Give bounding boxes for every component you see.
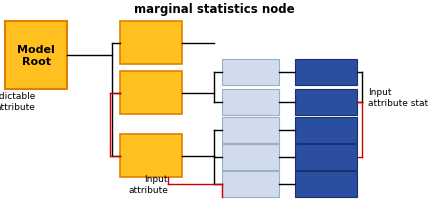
Bar xyxy=(295,144,357,170)
Bar xyxy=(295,90,357,115)
Bar xyxy=(222,60,279,86)
Bar xyxy=(295,60,357,86)
Bar xyxy=(120,22,182,65)
Bar xyxy=(295,117,357,143)
Bar xyxy=(222,144,279,170)
Bar xyxy=(120,134,182,177)
Text: Model
Root: Model Root xyxy=(17,45,55,66)
Bar xyxy=(5,22,67,90)
Bar xyxy=(120,72,182,114)
Text: predictable
attribute: predictable attribute xyxy=(0,92,35,111)
Text: Input
attribute: Input attribute xyxy=(128,174,168,194)
Bar xyxy=(222,171,279,197)
Text: marginal statistics node: marginal statistics node xyxy=(134,2,294,15)
Text: Input
attribute state: Input attribute state xyxy=(368,88,428,107)
Bar xyxy=(222,90,279,115)
Bar xyxy=(295,171,357,197)
Bar xyxy=(222,117,279,143)
